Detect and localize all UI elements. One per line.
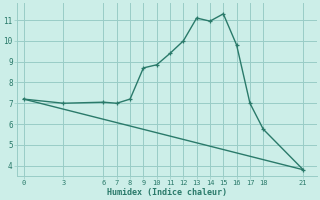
X-axis label: Humidex (Indice chaleur): Humidex (Indice chaleur) [107,188,227,197]
